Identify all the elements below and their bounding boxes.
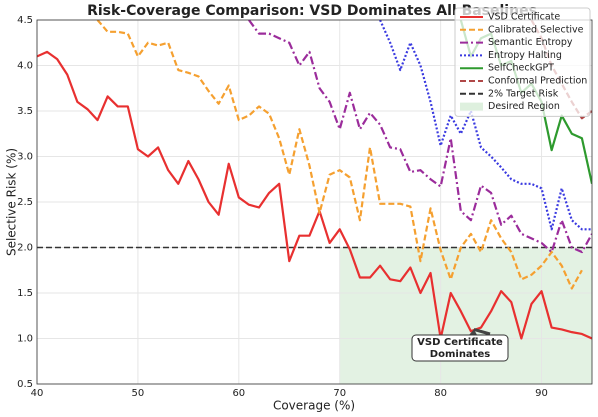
legend-label: Semantic Entropy <box>488 37 573 48</box>
y-axis-label: Selective Risk (%) <box>5 148 19 256</box>
x-tick-label: 40 <box>31 388 44 399</box>
y-tick-label: 4.5 <box>17 15 33 26</box>
series-line <box>248 20 592 254</box>
y-tick-label: 4.0 <box>17 61 33 72</box>
legend-box <box>454 7 591 117</box>
plot-lines <box>37 20 592 340</box>
legend-swatch <box>460 102 483 111</box>
x-tick-label: 80 <box>434 388 447 399</box>
x-tick-label: 60 <box>232 388 245 399</box>
y-tick-label: 1.5 <box>17 288 33 299</box>
annotation-text: Dominates <box>430 349 490 360</box>
annotation-arrow <box>473 327 491 336</box>
legend-label: Entropy Halting <box>488 50 562 61</box>
x-axis-label: Coverage (%) <box>273 399 355 413</box>
legend-label: Conformal Prediction <box>488 76 587 87</box>
legend-label: Desired Region <box>488 101 560 112</box>
legend-label: 2% Target Risk <box>488 88 559 99</box>
y-tick-label: 2.5 <box>17 197 33 208</box>
legend-label: VSD Certificate <box>488 12 560 23</box>
series-line <box>37 50 592 340</box>
y-tick-label: 1.0 <box>17 334 33 345</box>
y-tick-label: 3.0 <box>17 152 33 163</box>
y-tick-label: 2.0 <box>17 243 33 254</box>
x-tick-label: 50 <box>132 388 145 399</box>
series-line <box>379 20 592 231</box>
x-tick-label: 70 <box>333 388 346 399</box>
series-line <box>96 20 583 290</box>
annotation-box <box>411 334 509 362</box>
y-tick-label: 3.5 <box>17 106 33 117</box>
x-tick-label: 90 <box>535 388 548 399</box>
plot-frame <box>36 19 593 385</box>
annotation-text: VSD Certificate <box>417 337 503 348</box>
legend-label: SelfCheckGPT <box>488 63 554 74</box>
chart-title: Risk-Coverage Comparison: VSD Dominates … <box>87 3 537 19</box>
legend-label: Calibrated Selective <box>488 24 584 35</box>
y-tick-label: 0.5 <box>17 379 33 390</box>
